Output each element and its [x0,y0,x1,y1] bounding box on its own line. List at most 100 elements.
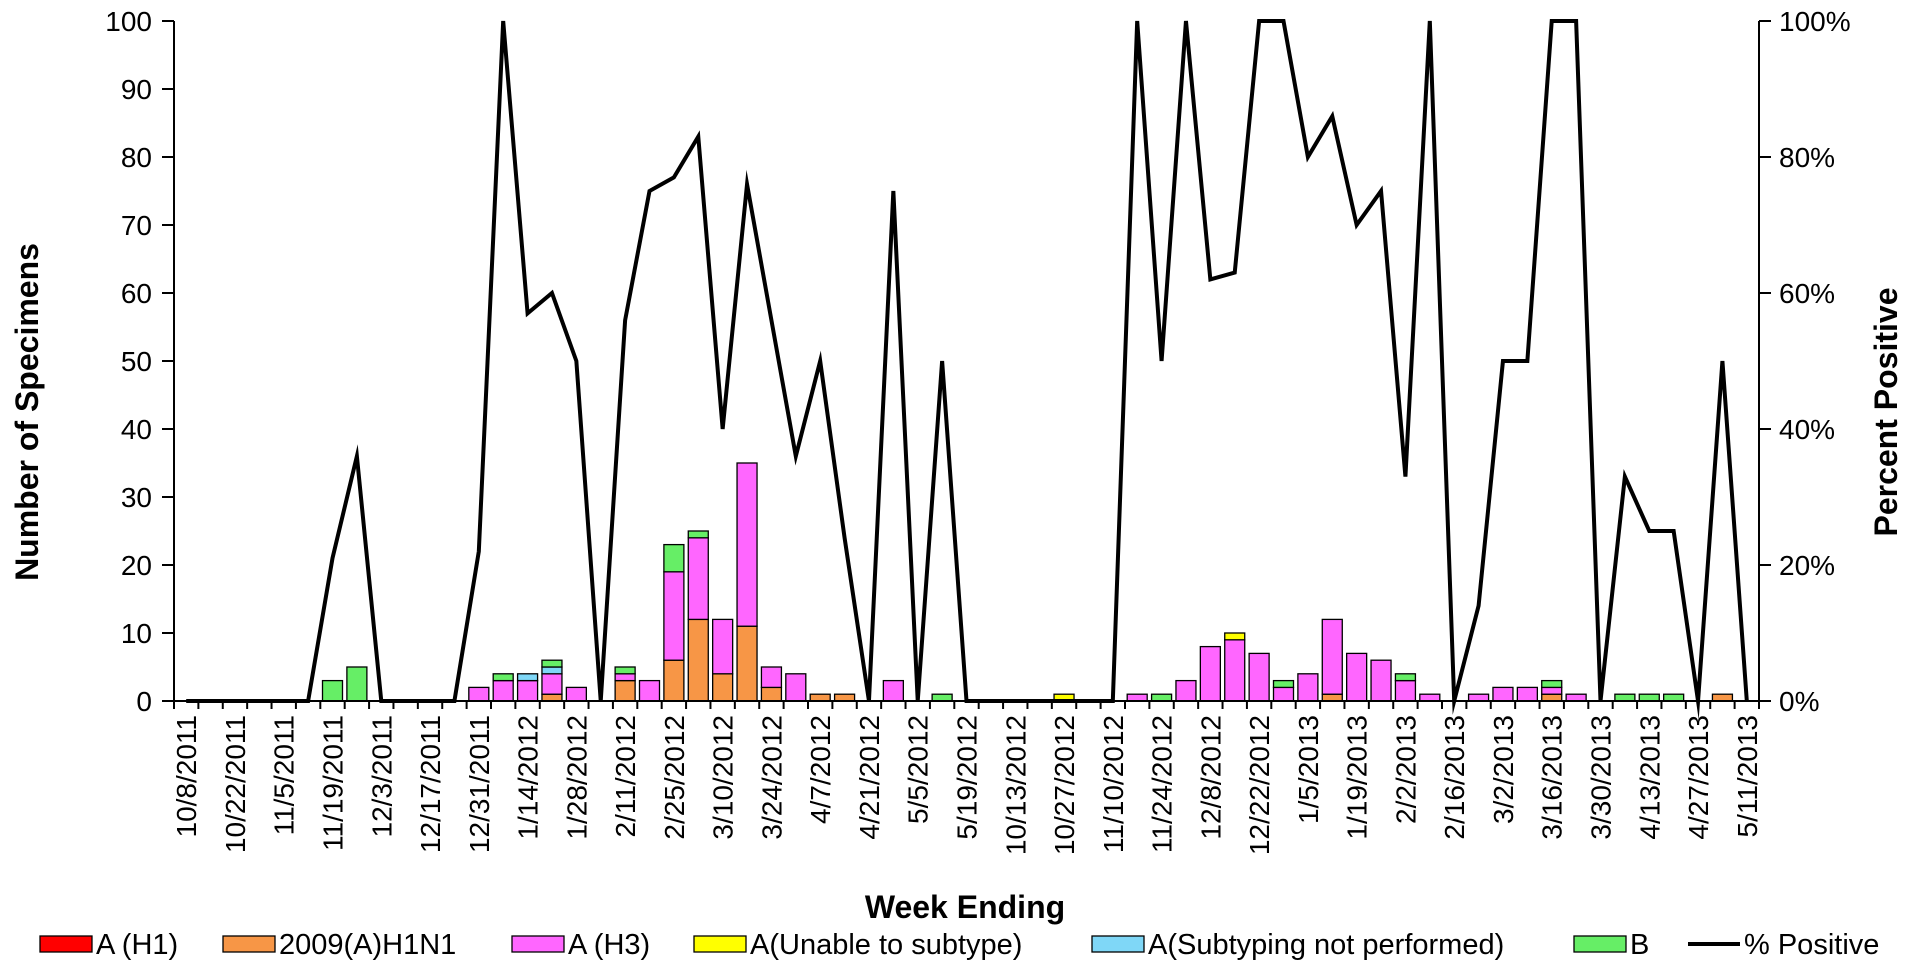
bar-segment [1321,693,1343,702]
y2-tick-label: 60% [1779,278,1835,309]
bar-segment [736,462,758,627]
bar-segment [516,673,539,682]
x-tick-label: 2/25/2012 [659,715,690,840]
bar-segment [712,673,734,702]
axes-layer: 0 10 20 30 40 50 60 70 80 90 100 0% 20% 40% 60% 80% 100%… [105,6,1850,855]
x-tick-label: 12/22/2012 [1244,715,1275,855]
x-tick-label: 2/16/2013 [1439,715,1470,840]
x-tick-label: 3/30/2013 [1586,715,1617,840]
bar-segment [882,679,904,702]
x-tick-label: 4/13/2013 [1634,715,1665,840]
y2-axis-title: Percent Positive [1868,288,1904,537]
y-tick-label: 60 [121,278,152,309]
bar-segment [1248,652,1270,702]
x-tick-label: 5/11/2013 [1732,715,1763,838]
y-tick-label: 30 [121,482,152,513]
x-tick-label: 11/19/2011 [318,715,349,851]
bar-segment [492,673,514,682]
bar-segment [541,666,563,675]
bar-segment [1394,679,1417,702]
bar-segment [321,679,344,702]
bar-segment [760,686,783,702]
bar-segment [663,659,685,702]
legend-swatch [693,935,747,953]
bar-segment [1394,673,1417,682]
bar-segment [1224,639,1246,702]
x-tick-label: 11/24/2012 [1147,715,1178,853]
legend-label: A(Subtyping not performed) [1148,929,1504,960]
y-tick-label: 40 [121,414,152,445]
legend-swatch [222,935,276,953]
bar-segment [1150,693,1173,702]
legend-swatch [1573,935,1627,953]
bar-segment [663,571,685,661]
x-tick-label: 1/19/2013 [1342,715,1373,840]
bar-segment [809,693,831,702]
bar-segment [1516,686,1538,702]
y-axis-title: Number of Specimens [9,243,45,581]
legend-label: 2009(A)H1N1 [279,929,456,960]
bar-segment [1272,679,1295,689]
x-tick-label: 4/7/2012 [805,715,836,824]
y-tick-label: 0 [136,686,152,717]
x-tick-label: 12/17/2011 [415,715,446,853]
bar-segment [346,666,368,702]
bar-segment [1224,632,1246,641]
bar-segment [785,673,807,702]
x-tick-label: 10/13/2012 [1000,715,1031,855]
bar-segment [1492,686,1514,702]
legend-swatch [511,935,565,953]
x-tick-label: 11/5/2011 [269,715,300,835]
bar-segment [1321,618,1343,695]
x-tick-label: 12/3/2011 [366,715,397,838]
legend-label: % Positive [1744,929,1879,960]
bar-segment [736,625,758,702]
bar-segment [614,666,636,675]
bar-segment [687,530,709,539]
y-tick-label: 70 [121,210,152,241]
y2-tick-label: 20% [1779,550,1835,581]
bar-segment [1541,686,1563,695]
bar-segment [516,679,539,702]
legend-label: A(Unable to subtype) [750,929,1022,960]
y2-tick-label: 40% [1779,414,1835,445]
y-tick-label: 100 [105,6,152,37]
bar-segment [687,618,709,702]
legend-swatch [39,935,93,953]
bar-segment [1467,693,1490,702]
x-tick-label: 5/5/2012 [903,715,934,824]
bar-segment [468,686,490,702]
bar-segment [1711,693,1734,702]
bar-segment [1663,693,1685,702]
legend-label: B [1630,929,1649,960]
x-tick-label: 12/8/2012 [1195,715,1226,840]
y2-tick-label: 80% [1779,142,1835,173]
x-tick-label: 4/21/2012 [854,715,885,840]
x-tick-label: 4/27/2013 [1683,715,1714,840]
bar-segment [1175,679,1197,702]
bar-segment [687,537,709,621]
bar-segment [1565,693,1587,702]
bar-segment [614,673,636,682]
x-tick-label: 10/8/2011 [171,715,202,838]
x-tick-label: 1/28/2012 [561,715,592,840]
bars-layer [321,462,1734,702]
x-tick-label: 2/2/2013 [1390,715,1421,824]
y-tick-label: 90 [121,74,152,105]
bar-segment [492,679,514,702]
x-tick-label: 10/22/2011 [220,715,251,853]
y2-tick-label: 0% [1779,686,1819,717]
bar-segment [931,693,953,702]
bar-segment [1541,679,1563,689]
x-tick-label: 2/11/2012 [610,715,641,838]
x-tick-label: 3/2/2013 [1488,715,1519,824]
bar-segment [1199,645,1221,702]
bar-segment [1272,686,1295,702]
bar-segment [833,693,856,702]
x-axis-title: Week Ending [865,889,1065,925]
y-tick-label: 20 [121,550,152,581]
y2-tick-label: 100% [1779,6,1851,37]
x-tick-label: 1/14/2012 [513,715,544,840]
x-tick-label: 11/10/2012 [1098,715,1129,853]
bar-segment [663,543,685,573]
